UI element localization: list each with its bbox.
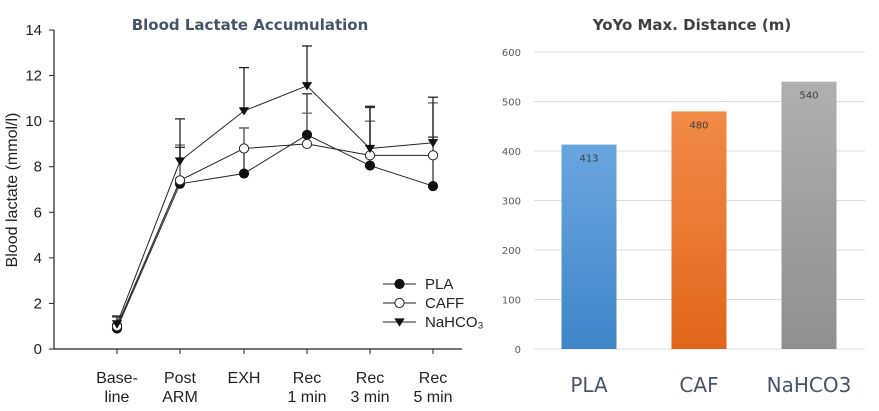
lactate-y-tick-label: 8 <box>34 159 42 176</box>
series-line-caff <box>116 143 433 327</box>
bar-caf <box>671 111 727 350</box>
lactate-y-axis-label: Blood lactate (mmol/l) <box>4 113 21 268</box>
lactate-x-tick-label: Base- <box>96 370 138 387</box>
data-point-pla <box>364 160 376 171</box>
data-point-caff <box>174 175 186 186</box>
yoyo-y-tick-label: 500 <box>502 98 521 109</box>
yoyo-y-tick-label: 300 <box>502 197 521 208</box>
lactate-x-tick-label: ARM <box>162 389 198 406</box>
data-point-nahco <box>111 320 123 329</box>
data-point-caff <box>301 138 313 150</box>
legend-label-caff: CAFF <box>425 295 464 312</box>
legend-marker-nahco <box>394 318 405 327</box>
data-point-pla <box>301 129 313 140</box>
legend-label-pla: PLA <box>425 276 453 293</box>
lactate-legend: PLA CAFF NaHCO₃ <box>383 276 484 331</box>
yoyo-bar-chart: YoYo Max. Distance (m) 0 100 200 300 400 500 6… <box>502 16 865 397</box>
lactate-x-tick-label: 5 min <box>413 389 452 406</box>
lactate-y-tick-label: 4 <box>34 250 42 267</box>
data-point-nahco <box>427 139 439 148</box>
lactate-y-tick-label: 2 <box>34 295 42 312</box>
legend-marker-caff <box>394 297 405 309</box>
yoyo-y-tick-label: 600 <box>502 48 521 59</box>
yoyo-y-tick-label: 400 <box>502 147 521 158</box>
yoyo-y-tick-label: 0 <box>515 345 521 356</box>
lactate-y-tick-label: 0 <box>34 341 42 358</box>
yoyo-x-tick-label-caf: CAF <box>679 373 718 397</box>
data-label-caf: 480 <box>689 120 708 131</box>
yoyo-y-tick-label: 200 <box>502 246 521 257</box>
lactate-x-tick-label: Rec <box>293 370 321 387</box>
data-point-nahco <box>174 157 186 166</box>
data-point-nahco <box>301 82 313 91</box>
legend-marker-pla <box>394 278 405 290</box>
data-point-caff <box>238 143 250 154</box>
bar-nahco3 <box>781 81 837 349</box>
lactate-x-tick-label: 1 min <box>287 389 326 406</box>
lactate-x-tick-label: Rec <box>356 370 384 387</box>
yoyo-chart-title: YoYo Max. Distance (m) <box>592 16 792 34</box>
data-point-caff <box>427 150 439 161</box>
lactate-line-chart: Blood Lactate Accumulation Blood lactate… <box>4 16 484 406</box>
lactate-y-tick-label: 10 <box>25 113 42 130</box>
data-label-pla: 413 <box>579 154 598 165</box>
data-label-nahco3: 540 <box>799 91 818 102</box>
yoyo-y-tick-label: 100 <box>502 296 521 307</box>
lactate-chart-title: Blood Lactate Accumulation <box>132 16 369 34</box>
lactate-y-tick-label: 14 <box>25 22 42 39</box>
lactate-y-tick-label: 12 <box>25 68 42 85</box>
lactate-x-tick-label: Rec <box>419 370 447 387</box>
data-point-pla <box>238 168 250 179</box>
data-point-nahco <box>364 144 376 154</box>
data-point-pla <box>427 180 439 192</box>
yoyo-x-tick-label-pla: PLA <box>570 373 608 397</box>
legend-label-nahco: NaHCO₃ <box>425 314 484 331</box>
lactate-x-tick-label: line <box>105 389 130 406</box>
lactate-x-tick-label: Post <box>164 370 197 387</box>
lactate-x-tick-label: 3 min <box>350 389 389 406</box>
yoyo-x-tick-label-nahco3: NaHCO3 <box>767 373 852 397</box>
data-point-nahco <box>238 107 250 116</box>
series-line-nahco <box>116 85 434 325</box>
lactate-x-tick-label: EXH <box>228 370 261 387</box>
bar-pla <box>561 144 617 349</box>
lactate-y-tick-label: 6 <box>34 204 42 221</box>
series-line-pla <box>116 134 434 329</box>
